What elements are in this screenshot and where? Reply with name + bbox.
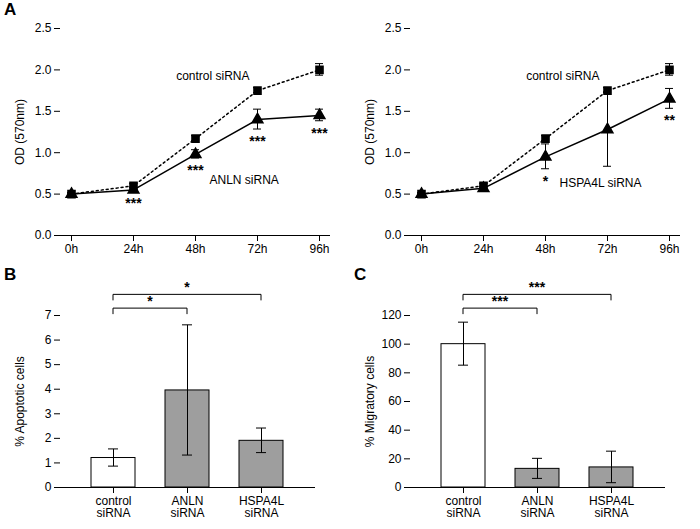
svg-text:72h: 72h	[247, 242, 267, 256]
html-text:C: C	[354, 265, 367, 284]
svg-text:24h: 24h	[473, 242, 493, 256]
svg-text:0.0: 0.0	[385, 228, 402, 242]
svg-text:100: 100	[381, 337, 401, 351]
svg-text:**: **	[664, 112, 675, 128]
svg-text:HSPA4LsiRNA: HSPA4LsiRNA	[239, 494, 284, 520]
svg-text:***: ***	[187, 162, 204, 178]
svg-text:*: *	[147, 293, 153, 309]
svg-text:control siRNA: control siRNA	[176, 69, 249, 83]
svg-text:1: 1	[45, 456, 52, 470]
svg-text:controlsiRNA: controlsiRNA	[95, 494, 131, 520]
svg-text:*: *	[543, 173, 549, 189]
svg-text:6: 6	[45, 333, 52, 347]
svg-text:2.5: 2.5	[385, 21, 402, 35]
svg-text:24h: 24h	[123, 242, 143, 256]
svg-text:72h: 72h	[597, 242, 617, 256]
svg-text:2: 2	[45, 431, 52, 445]
svg-text:5: 5	[45, 357, 52, 371]
svg-text:4: 4	[45, 382, 52, 396]
svg-text:1.0: 1.0	[35, 146, 52, 160]
svg-text:% Migratory cells: % Migratory cells	[363, 356, 377, 447]
svg-text:0.5: 0.5	[35, 187, 52, 201]
svg-text:***: ***	[311, 125, 328, 141]
svg-text:% Apoptotic cells: % Apoptotic cells	[13, 356, 27, 447]
svg-text:ANLNsiRNA: ANLNsiRNA	[170, 494, 204, 520]
svg-text:***: ***	[492, 293, 509, 309]
svg-text:0h: 0h	[415, 242, 428, 256]
svg-text:80: 80	[388, 366, 402, 380]
svg-text:2.0: 2.0	[35, 63, 52, 77]
svg-text:0h: 0h	[65, 242, 78, 256]
svg-text:96h: 96h	[309, 242, 329, 256]
svg-text:1.0: 1.0	[385, 146, 402, 160]
svg-text:HSPA4L siRNA: HSPA4L siRNA	[560, 176, 642, 190]
svg-text:20: 20	[388, 452, 402, 466]
svg-text:OD (570nm): OD (570nm)	[363, 99, 377, 165]
svg-text:48h: 48h	[185, 242, 205, 256]
svg-text:7: 7	[45, 308, 52, 322]
svg-text:3: 3	[45, 407, 52, 421]
svg-text:2.5: 2.5	[35, 21, 52, 35]
svg-text:1.5: 1.5	[35, 104, 52, 118]
svg-text:0.5: 0.5	[385, 187, 402, 201]
svg-text:control siRNA: control siRNA	[526, 69, 599, 83]
svg-text:0: 0	[395, 480, 402, 494]
svg-text:2.0: 2.0	[385, 63, 402, 77]
svg-text:40: 40	[388, 423, 402, 437]
svg-text:0: 0	[45, 480, 52, 494]
svg-text:*: *	[184, 279, 190, 295]
svg-text:48h: 48h	[535, 242, 555, 256]
svg-text:60: 60	[388, 394, 402, 408]
svg-text:1.5: 1.5	[385, 104, 402, 118]
svg-text:***: ***	[249, 133, 266, 149]
svg-text:ANLNsiRNA: ANLNsiRNA	[520, 494, 554, 520]
svg-text:0.0: 0.0	[35, 228, 52, 242]
svg-text:***: ***	[125, 195, 142, 211]
html-text:B: B	[4, 265, 17, 284]
svg-text:controlsiRNA: controlsiRNA	[445, 494, 481, 520]
svg-text:96h: 96h	[659, 242, 679, 256]
svg-text:HSPA4LsiRNA: HSPA4LsiRNA	[589, 494, 634, 520]
svg-text:***: ***	[529, 279, 546, 295]
html-text:A: A	[4, 0, 17, 19]
svg-text:OD (570nm): OD (570nm)	[13, 99, 27, 165]
svg-text:ANLN siRNA: ANLN siRNA	[210, 173, 279, 187]
svg-text:120: 120	[381, 308, 401, 322]
